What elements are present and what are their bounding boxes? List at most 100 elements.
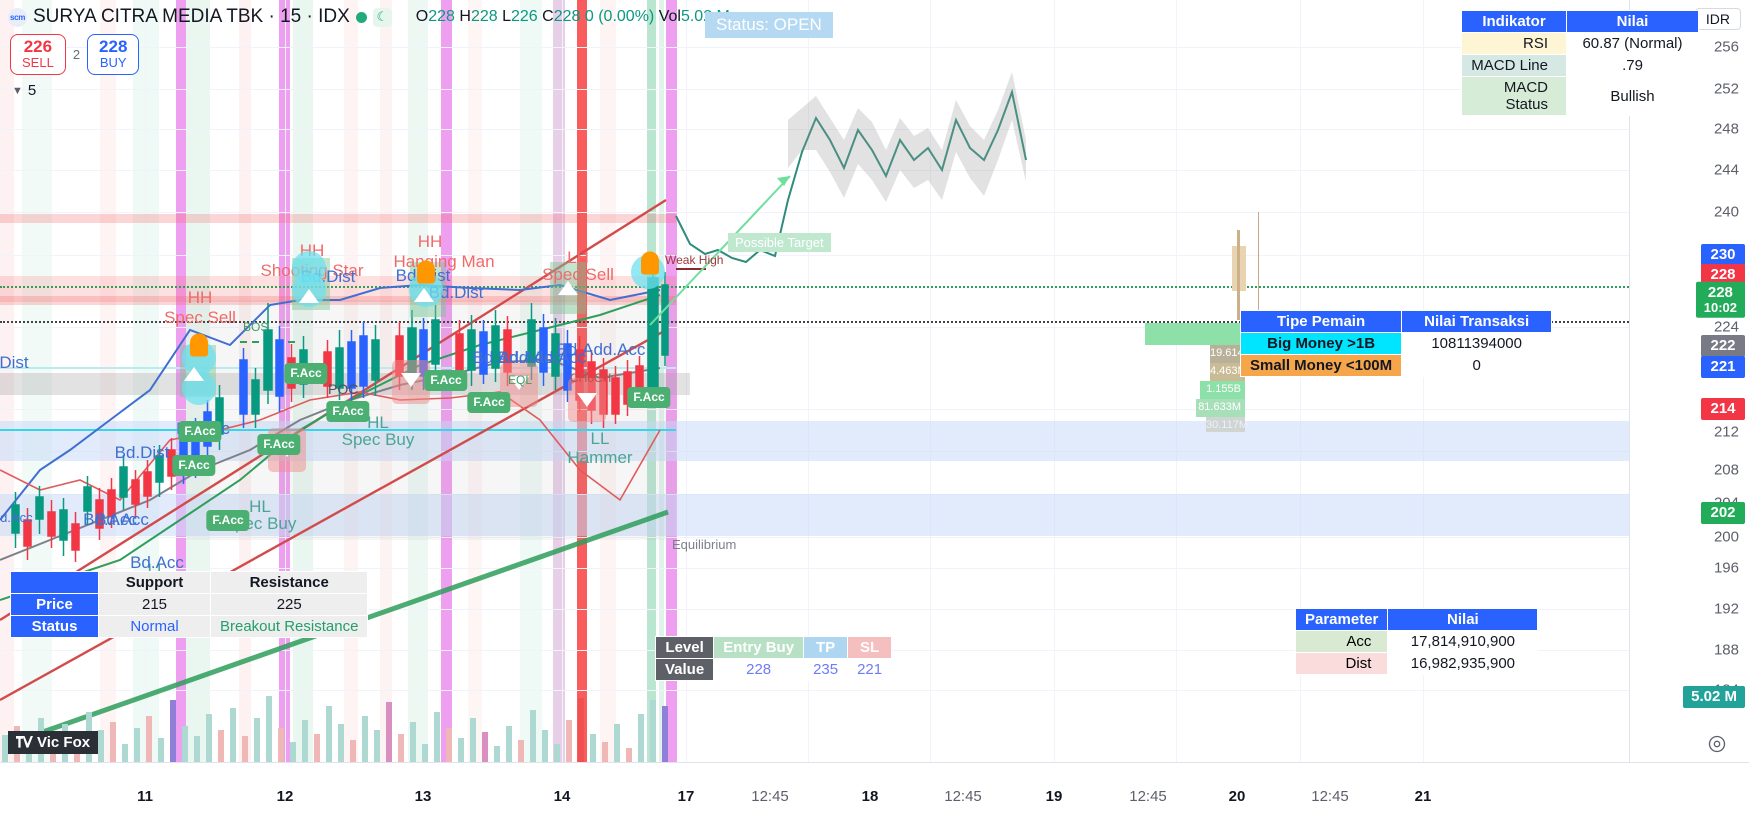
annotation-hl: HL bbox=[367, 413, 389, 432]
sell-button[interactable]: 226 SELL bbox=[10, 34, 66, 76]
shooting-star-marker[interactable] bbox=[292, 251, 326, 285]
annotation-weak-high: Weak High bbox=[665, 253, 724, 267]
dotted-level-line bbox=[0, 286, 1629, 288]
price-tag-level: 214 bbox=[1701, 398, 1745, 420]
volume-profile-bar: 4.463M bbox=[1210, 363, 1247, 381]
annotation-possible-target: Possible Target bbox=[728, 233, 831, 252]
table-row: Status Normal Breakout Resistance bbox=[10, 615, 369, 638]
session-band bbox=[659, 0, 664, 762]
high-label: H bbox=[459, 8, 471, 25]
trade-panel[interactable]: 226 SELL 2 228 BUY bbox=[10, 34, 140, 76]
price-tag-ask: 228 bbox=[1701, 264, 1745, 286]
green-dot-icon bbox=[355, 11, 367, 23]
table-row: Price 215 225 bbox=[10, 593, 369, 616]
price-axis[interactable]: IDR 256 252 248 244 240 236 224 216 212 … bbox=[1629, 0, 1749, 762]
price-tag-bid: 230 bbox=[1701, 244, 1745, 266]
arrow-up-marker bbox=[558, 281, 578, 295]
sr-price-resistance: 225 bbox=[209, 593, 369, 616]
sell-price: 226 bbox=[23, 37, 53, 56]
symbol-title[interactable]: SURYA CITRA MEDIA TBK · 15 · IDX bbox=[33, 6, 350, 27]
facc-badge[interactable]: F.Acc bbox=[284, 363, 328, 384]
indikator-row-key: MACD Status bbox=[1461, 76, 1567, 116]
facc-badge[interactable]: F.Acc bbox=[326, 401, 370, 422]
time-tick: 20 bbox=[1228, 788, 1246, 805]
low-value: 226 bbox=[511, 8, 538, 25]
arrow-up-marker bbox=[414, 288, 434, 302]
facc-badge[interactable]: F.Acc bbox=[206, 510, 250, 531]
projected-vertical-line bbox=[1258, 212, 1259, 352]
time-tick: 17 bbox=[677, 788, 695, 805]
value-label: Value bbox=[654, 658, 715, 681]
time-axis[interactable]: 11 12 13 14 17 12:45 18 12:45 19 12:45 2… bbox=[0, 762, 1749, 817]
facc-badge[interactable]: F.Acc bbox=[467, 392, 511, 413]
volume-profile-value: 4.463M bbox=[1210, 365, 1247, 377]
facc-badge[interactable]: F.Acc bbox=[257, 434, 301, 455]
time-tick: 11 bbox=[137, 788, 153, 805]
sr-status-resistance: Breakout Resistance bbox=[209, 615, 369, 638]
chevron-down-icon[interactable]: ▼ bbox=[12, 84, 23, 97]
gear-icon[interactable] bbox=[1707, 734, 1727, 754]
facc-badge[interactable]: F.Acc bbox=[627, 387, 671, 408]
table-header-row: Tipe Pemain Nilai Transaksi bbox=[1239, 310, 1553, 333]
tp-header: TP bbox=[803, 636, 849, 659]
dist-value: 16,982,935,900 bbox=[1387, 652, 1539, 675]
premium-zone bbox=[0, 494, 1629, 536]
sr-row-key-status: Status bbox=[10, 615, 99, 638]
facc-badge[interactable]: F.Acc bbox=[424, 370, 468, 391]
time-tick: 21 bbox=[1414, 788, 1432, 805]
time-tick: 12 bbox=[276, 788, 294, 805]
status-badge: Status: OPEN bbox=[705, 12, 833, 38]
time-tick: 18 bbox=[861, 788, 879, 805]
support-resistance-table: Support Resistance Price 215 225 Status … bbox=[10, 571, 369, 638]
session-band bbox=[176, 0, 186, 762]
currency-badge[interactable]: IDR bbox=[1694, 8, 1741, 30]
annotation-dist: Dist bbox=[0, 353, 29, 372]
annotation-equilibrium: Equilibrium bbox=[672, 537, 737, 552]
time-tick: 13 bbox=[414, 788, 432, 805]
time-tick: 12:45 bbox=[944, 788, 982, 805]
table-header-row: Level Entry Buy TP SL bbox=[654, 636, 893, 659]
arrow-dn-marker bbox=[401, 373, 421, 387]
quantity-stepper[interactable]: ▼ 5 bbox=[12, 82, 36, 99]
facc-badge[interactable]: F.Acc bbox=[178, 421, 222, 442]
indikator-header-key: Indikator bbox=[1461, 10, 1567, 33]
sl-header: SL bbox=[847, 636, 893, 659]
table-row: Big Money >1B 10811394000 bbox=[1239, 332, 1553, 355]
annotation-hammer: Hammer bbox=[567, 448, 633, 467]
close-value: 228 bbox=[553, 8, 581, 25]
annotation-bd-dist: Bd.Dist bbox=[114, 443, 170, 462]
table-header-row: Indikator Nilai bbox=[1461, 10, 1699, 33]
volume-profile-candle bbox=[1237, 230, 1240, 320]
price-tick: 188 bbox=[1713, 641, 1739, 659]
buy-button[interactable]: 228 BUY bbox=[87, 34, 140, 76]
sr-price-support: 215 bbox=[98, 593, 211, 616]
quantity-value: 5 bbox=[27, 82, 37, 99]
sr-header-support: Support bbox=[98, 571, 211, 594]
annotation-ll: LL bbox=[590, 429, 610, 448]
tradingview-icon bbox=[16, 735, 33, 748]
arrow-dn-marker bbox=[577, 393, 597, 407]
price-tick: 252 bbox=[1713, 80, 1739, 98]
annotation-bd-acc: Bd.Acc bbox=[130, 553, 184, 572]
spread-value: 2 bbox=[72, 47, 81, 63]
change-value: 0 (0.00%) bbox=[584, 8, 655, 25]
facc-badge[interactable]: F.Acc bbox=[172, 455, 216, 476]
last-price-time: 10:02 bbox=[1703, 299, 1737, 315]
indikator-row-key: RSI bbox=[1461, 32, 1567, 55]
annotation-eql: EQL bbox=[508, 373, 533, 387]
buy-pin-icon[interactable] bbox=[641, 251, 659, 275]
arrow-dn-marker bbox=[509, 376, 529, 390]
small-money-key: Small Money <100M bbox=[1239, 354, 1403, 377]
price-tag-sl: 221 bbox=[1701, 356, 1745, 378]
level-header: Level bbox=[654, 636, 715, 659]
pemain-header-key: Tipe Pemain bbox=[1239, 310, 1403, 333]
indikator-header-value: Nilai bbox=[1566, 10, 1699, 33]
sell-label: SELL bbox=[22, 55, 54, 71]
dist-key: Dist bbox=[1294, 652, 1389, 675]
watermark: Vic Fox bbox=[8, 731, 99, 754]
annotation-hh: HH bbox=[417, 232, 443, 251]
sell-pin-icon[interactable] bbox=[417, 260, 435, 284]
table-row: MACD Status Bullish bbox=[1461, 76, 1699, 116]
price-tick: 248 bbox=[1713, 120, 1739, 138]
sell-pin-icon[interactable] bbox=[190, 333, 208, 357]
